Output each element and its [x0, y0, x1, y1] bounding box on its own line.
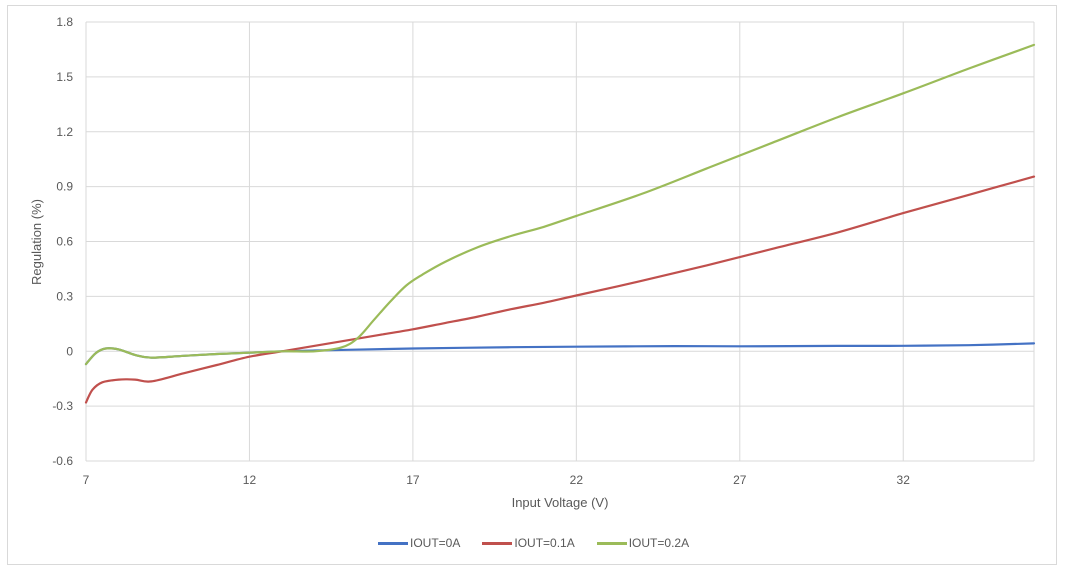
y-tick-label: 1.5 [56, 70, 73, 84]
y-axis-ticks: -0.6 -0.3 0 0.3 0.6 0.9 1.2 1.5 1.8 [52, 15, 73, 468]
legend-item-iout-0-1a: IOUT=0.1A [482, 536, 575, 550]
legend-swatch-green [596, 541, 627, 545]
y-tick-label: 0.3 [56, 289, 73, 303]
legend-label: IOUT=0A [410, 536, 461, 550]
legend-label: IOUT=0.1A [514, 536, 575, 550]
legend-label: IOUT=0.2A [628, 536, 690, 550]
x-axis-ticks: 7 12 17 22 27 32 [83, 473, 911, 487]
series-line-iout-0-2a [84, 43, 1036, 366]
y-axis-title: Regulation (%) [29, 199, 44, 285]
x-axis-title: Input Voltage (V) [512, 495, 609, 510]
x-tick-label: 22 [570, 473, 584, 487]
x-tick-label: 12 [243, 473, 257, 487]
x-tick-label: 7 [83, 473, 90, 487]
y-tick-label: 0.6 [56, 235, 73, 249]
y-tick-label: 0 [66, 344, 73, 358]
legend-item-iout-0-2a: IOUT=0.2A [596, 536, 690, 550]
series-line-iout-0-1a [84, 175, 1036, 404]
gridlines [85, 21, 1035, 462]
legend-swatch-blue [378, 541, 408, 545]
legend-item-iout-0a: IOUT=0A [378, 536, 460, 550]
x-tick-label: 32 [897, 473, 911, 487]
chart-frame [7, 5, 1057, 565]
legend: IOUT=0A IOUT=0.1A IOUT=0.2A [378, 536, 711, 550]
y-tick-label: -0.6 [52, 454, 73, 468]
y-tick-label: 0.9 [56, 180, 73, 194]
y-tick-label: 1.2 [56, 125, 73, 139]
legend-swatch-red [482, 541, 513, 545]
data-series [84, 43, 1036, 404]
x-tick-label: 17 [406, 473, 420, 487]
x-tick-label: 27 [733, 473, 747, 487]
y-tick-label: -0.3 [52, 399, 73, 413]
y-tick-label: 1.8 [56, 15, 73, 29]
